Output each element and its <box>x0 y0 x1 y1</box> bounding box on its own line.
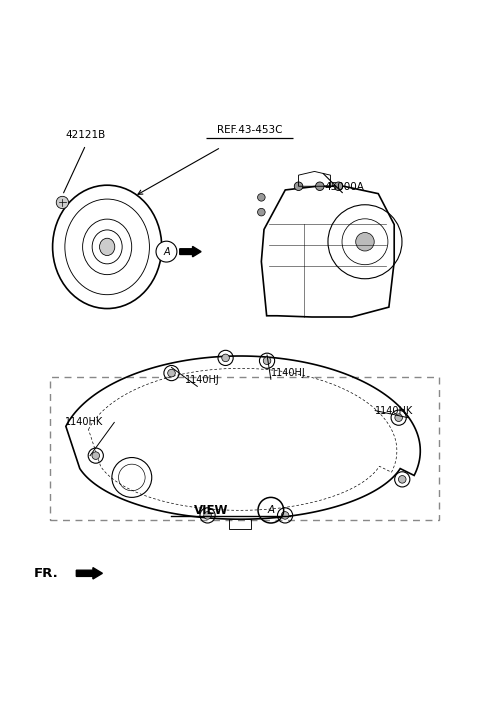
Circle shape <box>168 370 175 377</box>
Circle shape <box>258 209 265 216</box>
Circle shape <box>258 194 265 201</box>
Circle shape <box>56 197 69 209</box>
FancyArrow shape <box>180 246 201 257</box>
Text: REF.43-453C: REF.43-453C <box>217 125 282 135</box>
Text: A: A <box>163 246 170 256</box>
Text: 1140HJ: 1140HJ <box>185 375 220 385</box>
FancyArrow shape <box>76 567 102 579</box>
Circle shape <box>398 476 406 483</box>
Circle shape <box>334 182 343 191</box>
Text: 1140HK: 1140HK <box>375 406 413 416</box>
Circle shape <box>263 357 271 365</box>
Ellipse shape <box>99 239 115 256</box>
Text: 1140HK: 1140HK <box>64 417 103 427</box>
Text: 42121B: 42121B <box>66 130 106 140</box>
Circle shape <box>315 182 324 191</box>
Circle shape <box>204 512 211 519</box>
Circle shape <box>222 354 229 362</box>
Circle shape <box>156 241 177 262</box>
Text: 1140HJ: 1140HJ <box>271 368 306 378</box>
Circle shape <box>281 512 289 519</box>
Text: VIEW: VIEW <box>194 503 229 517</box>
Circle shape <box>92 452 99 459</box>
Circle shape <box>395 414 402 422</box>
Circle shape <box>294 182 303 191</box>
Text: FR.: FR. <box>34 567 59 580</box>
Text: 45000A: 45000A <box>324 182 364 192</box>
Text: A: A <box>267 506 275 515</box>
Circle shape <box>356 233 374 251</box>
